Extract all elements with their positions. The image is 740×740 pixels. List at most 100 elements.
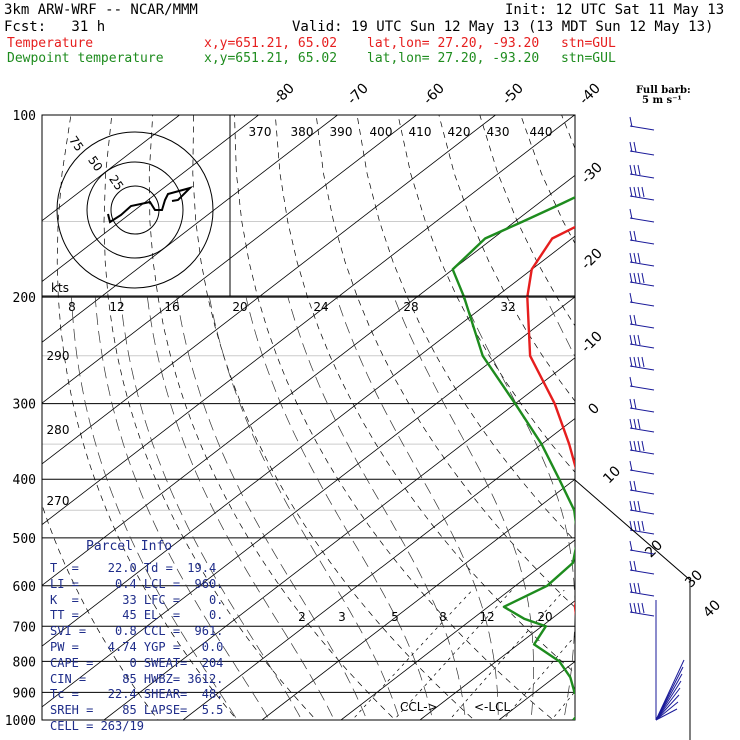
moist-adiabat — [94, 297, 270, 720]
isotherm-label: -50 — [499, 80, 526, 107]
wind-barb — [629, 239, 655, 245]
wind-barb-flag — [629, 141, 633, 153]
isotherm — [42, 296, 575, 708]
wind-barb-flag — [637, 500, 641, 512]
isotherm — [42, 235, 575, 647]
moist-adiabat — [176, 297, 368, 720]
forecast-hour: Fcst: 31 h — [4, 19, 106, 35]
hodo-speed-label: 24 — [313, 300, 328, 314]
wind-barb-flag — [629, 560, 633, 572]
wind-barb-flag — [633, 520, 637, 532]
isotherm-label: 0 — [585, 400, 603, 418]
wind-barb-flag — [637, 418, 641, 430]
isotherm-label: -80 — [270, 80, 297, 107]
parcel-info-row: Tc = 22.4 SHEAR= 48. — [50, 687, 224, 702]
wind-barb-flag — [629, 602, 633, 614]
isotherm-label: -30 — [578, 159, 605, 186]
wind-barb-flag — [629, 460, 633, 472]
model-title: 3km ARW-WRF -- NCAR/MMM — [4, 2, 198, 18]
wind-barb — [629, 569, 655, 575]
mixing-ratio-label: 3 — [338, 610, 346, 624]
parcel-info-row: CAPE = 0 SWEAT= 204 — [50, 655, 224, 670]
wind-barb-flag — [637, 334, 641, 346]
wind-barb-low — [655, 701, 679, 721]
wind-barb-flag — [637, 272, 641, 284]
wind-barb-flag — [629, 314, 633, 326]
pressure-label-100: 100 — [13, 109, 36, 124]
parcel-info-row: T = 22.0 Td = 19.4 — [50, 561, 217, 575]
isotherm — [736, 115, 740, 720]
dry-adiabat — [479, 115, 575, 327]
theta-e-label: 430 — [487, 125, 510, 139]
hodo-ring — [86, 161, 184, 259]
wind-barb-flag — [629, 500, 633, 512]
wind-barb-flag — [629, 376, 633, 388]
wind-barb-flag — [629, 540, 633, 552]
hodo-speed-label: 28 — [403, 300, 418, 314]
temperature-profile — [526, 225, 575, 617]
dry-adiabat — [56, 115, 238, 720]
dry-adiabat — [356, 115, 575, 542]
dewpoint-profile — [451, 195, 575, 720]
wind-barb-flag — [637, 356, 641, 368]
moist-adiabat — [209, 297, 400, 720]
dry-adiabat — [234, 115, 554, 720]
parcel-info-row: SVI = 0.8 CCL = 961. — [50, 624, 224, 639]
wind-barb-flag — [633, 480, 637, 492]
wind-barb — [629, 301, 655, 307]
wind-barb-low — [655, 694, 680, 721]
isotherm-label: -10 — [578, 328, 605, 355]
moist-adiabat — [71, 297, 238, 720]
mixing-ratio-label: 20 — [537, 610, 552, 624]
parcel-info-row: TT = 45 EL = 0. — [50, 608, 224, 623]
wind-barb — [629, 509, 655, 515]
hodo-speed-label: 16 — [164, 300, 179, 314]
theta-e-label: 370 — [249, 125, 272, 139]
pressure-label-900: 900 — [13, 686, 36, 701]
hodo-ring-label: 25 — [106, 172, 126, 193]
isotherm — [42, 115, 496, 465]
wind-barb — [629, 469, 655, 475]
wind-barb-flag — [633, 582, 637, 594]
wind-barb — [629, 125, 655, 131]
wind-barb-flag — [641, 440, 645, 452]
wind-barb-flag — [633, 334, 637, 346]
barb-legend-line2: 5 m s⁻¹ — [642, 95, 682, 106]
ccl-marker: CCL-> — [400, 700, 438, 714]
wind-barb-flag — [633, 356, 637, 368]
wind-barb-flag — [629, 116, 633, 128]
wind-barb-flag — [633, 186, 637, 198]
wind-barb-flag — [629, 272, 633, 284]
wind-barb-flag — [629, 582, 633, 594]
dry-adiabat — [274, 115, 575, 674]
dewpoint-legend: Dewpoint temperature — [7, 51, 164, 66]
pressure-label-300: 300 — [13, 398, 36, 413]
theta-e-label: 420 — [448, 125, 471, 139]
wind-barb — [629, 281, 655, 287]
mixing-ratio-label: 5 — [391, 610, 399, 624]
hodo-trace — [107, 186, 194, 224]
wind-barbs — [629, 116, 685, 721]
pressure-label-600: 600 — [13, 580, 36, 595]
wind-barb-flag — [641, 356, 645, 368]
wind-barb — [629, 427, 655, 433]
wind-barb-flag — [633, 418, 637, 430]
wind-barb-flag — [629, 418, 633, 430]
wind-barb-flag — [629, 164, 633, 176]
theta-label: 280 — [47, 423, 70, 437]
dry-adiabat — [148, 115, 396, 720]
hodo-speed-label: 32 — [500, 300, 515, 314]
moist-adiabat — [245, 297, 433, 720]
init-time: Init: 12 UTC Sat 11 May 13 — [505, 2, 725, 18]
pressure-label-1000: 1000 — [5, 714, 36, 729]
moist-adiabat — [393, 296, 534, 720]
hodo-speed-label: 8 — [68, 300, 76, 314]
wind-barb-flag — [633, 272, 637, 284]
wind-barb-flag — [633, 602, 637, 614]
isotherm-label: 40 — [700, 597, 724, 621]
temperature-station: stn=GUL — [561, 36, 616, 51]
isotherm-label: -70 — [344, 80, 371, 107]
wind-barb-flag — [641, 186, 645, 198]
